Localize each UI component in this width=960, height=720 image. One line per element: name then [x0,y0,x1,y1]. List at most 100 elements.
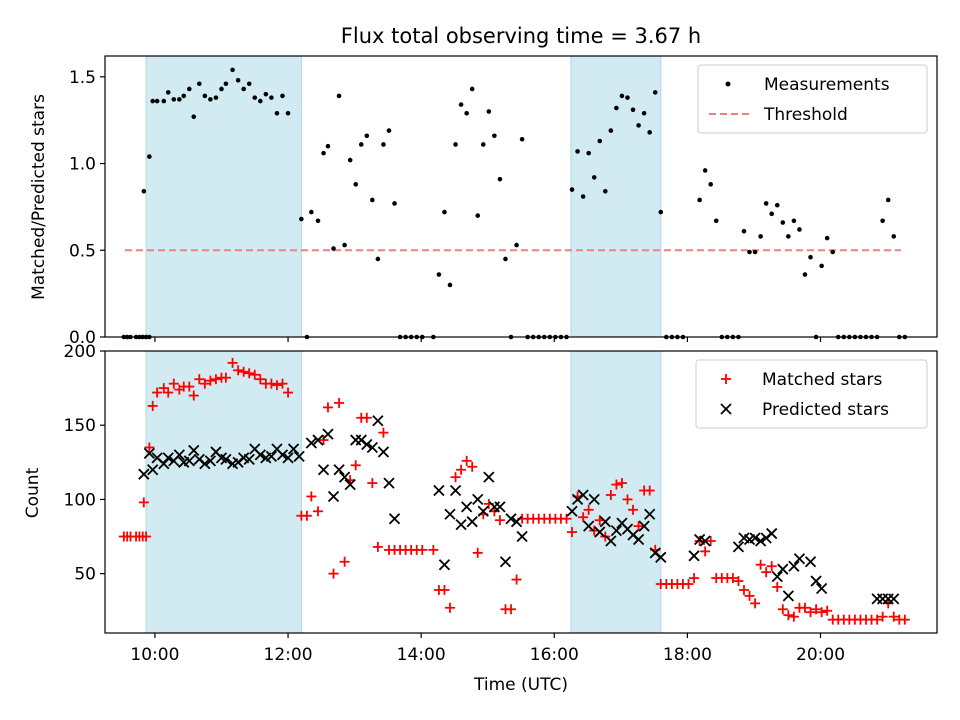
matched-star-point [888,611,899,622]
predicted-star-point [388,513,401,525]
predicted-star-point [276,449,289,461]
predicted-star-point [338,471,351,483]
measurement-point [181,93,187,99]
matched-star-point [210,374,221,385]
ratio-y-axis: 0.0 0.5 1.0 1.5 [69,68,105,348]
measurement-point [880,218,885,224]
matched-star-point [877,611,888,622]
predicted-star-point [449,484,462,497]
matched-star-point [255,374,266,385]
measurement-point [519,136,525,142]
x-tick-label: 16:00 [530,645,579,665]
matched-star-point [339,556,350,567]
ratio-y-label: Matched/Predicted stars [29,94,49,300]
measurement-point [171,97,177,102]
predicted-star-point [438,559,451,571]
predicted-star-point [327,490,340,503]
measurement-point [213,95,219,100]
measurement-point [824,235,830,241]
counts-legend-marker [720,403,732,415]
ratio-y-tick-label: 1.0 [69,155,96,175]
matched-star-point [367,478,378,489]
matched-star-point [233,365,244,376]
measurement-point [325,143,331,149]
matched-star-point [822,605,833,616]
matched-star-point [605,489,616,500]
matched-star-point [811,604,822,615]
measurement-point [177,97,182,102]
matched-star-point [567,527,578,538]
matched-star-point [138,497,149,508]
predicted-star-point [317,464,330,476]
predicted-star-point [516,530,528,543]
predicted-star-point [158,458,170,470]
matched-star-point [147,400,158,411]
predicted-star-point [333,464,345,476]
predicted-star-point [815,582,828,595]
ratio-legend-label: Measurements [764,75,890,95]
predicted-star-point [583,520,595,532]
matched-star-point [227,357,238,368]
matched-star-point [628,504,639,515]
matched-star-point [816,607,827,618]
measurement-point [797,227,802,232]
predicted-star-point [749,532,761,544]
measurement-point [647,130,652,135]
predicted-star-point [505,513,517,525]
matched-star-point [799,602,810,613]
measurement-point [885,197,891,203]
matched-star-point [168,378,179,389]
measurement-point [299,216,304,222]
measurement-point [165,90,171,95]
measurement-point [458,102,464,107]
predicted-star-point [466,516,478,528]
predicted-star-point [312,434,324,446]
measurement-point [702,168,708,173]
measurement-point [747,249,752,255]
measurement-point [630,107,636,113]
measurement-point [569,187,575,192]
measurement-point [652,90,658,95]
measurement-point [161,98,167,104]
predicted-star-point [254,449,266,461]
matched-star-point [283,387,294,398]
predicted-star-point [143,447,156,460]
observing-windows [145,55,662,338]
measurement-point [597,138,603,144]
matched-star-point [163,387,174,398]
matched-star-point [611,479,622,490]
measurement-point [636,123,641,128]
x-tick-label: 18:00 [663,645,712,665]
predicted-star-point [771,570,783,583]
predicted-star-point [377,446,390,458]
matched-star-point [184,381,195,392]
measurement-point [786,234,791,239]
measurement-point [230,67,235,73]
ratio-legend-label: Threshold [763,105,848,125]
measurement-point [386,128,392,133]
observing-window-1 [145,55,302,338]
predicted-star-point [477,505,489,517]
matched-star-point [461,455,472,466]
matched-star-point [312,506,323,517]
predicted-star-point [599,516,611,528]
matched-star-point [244,368,255,379]
matched-star-point [445,602,456,613]
observing-window-1 [145,350,302,634]
x-tick-label: 10:00 [130,645,179,665]
matched-star-point [205,375,216,386]
measurement-point [241,86,246,92]
matched-star-point [583,504,594,515]
measurement-point [258,98,263,104]
predicted-star-point [494,501,506,513]
predicted-star-point [782,590,794,602]
counts-y-label: Count [23,467,43,518]
matched-star-point [899,614,910,625]
measurement-point [497,176,503,182]
predicted-star-point [147,464,159,476]
predicted-star-point [594,526,606,538]
ratio-legend-box [697,64,928,134]
ratio-panel: 0.0 0.5 1.0 1.5 Matched/Predicted stars Mea… [29,55,938,348]
counts-y-tick-label: 100 [64,490,96,510]
matched-star-point [755,559,766,570]
